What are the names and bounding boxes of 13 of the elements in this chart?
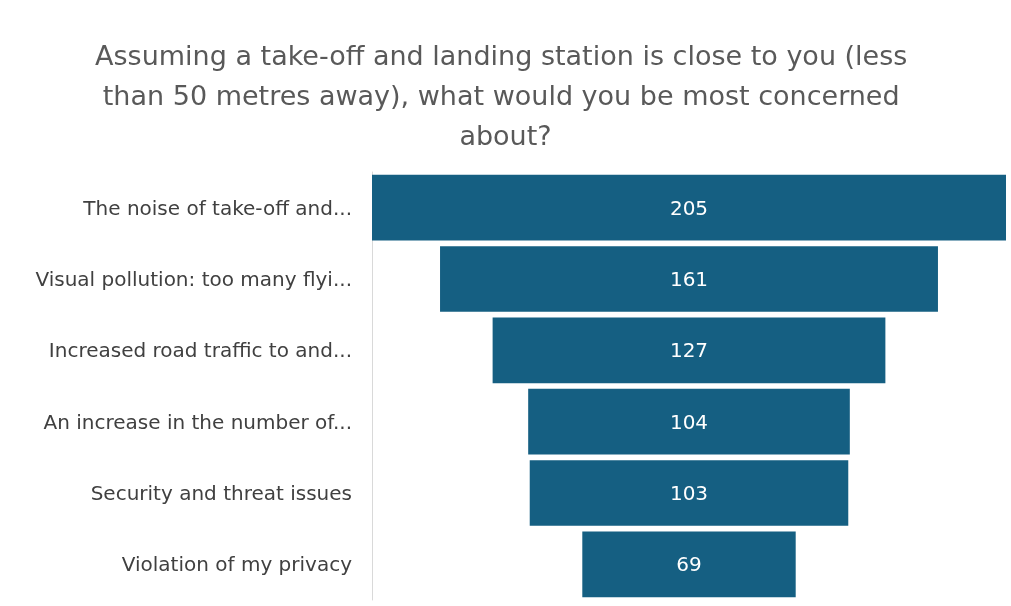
category-label: Increased road traffic to and...	[48, 338, 352, 363]
category-label: Visual pollution: too many flyi...	[35, 267, 352, 291]
data-label: 103	[669, 481, 709, 505]
category-label: An increase in the number of...	[43, 409, 352, 434]
category-label: Security and threat issues	[90, 481, 352, 505]
data-label: 161	[669, 267, 709, 291]
data-label: 69	[676, 552, 702, 577]
data-label: 127	[669, 338, 709, 363]
category-label: Violation of my privacy	[121, 552, 353, 577]
category-label: The noise of take-off and...	[82, 195, 352, 220]
data-label: 104	[669, 409, 709, 434]
text: Assuming a take-off and landing station is close to you (less than 50 metres away), what would you be most concerned about?	[95, 39, 916, 151]
data-label: 205	[669, 195, 709, 220]
